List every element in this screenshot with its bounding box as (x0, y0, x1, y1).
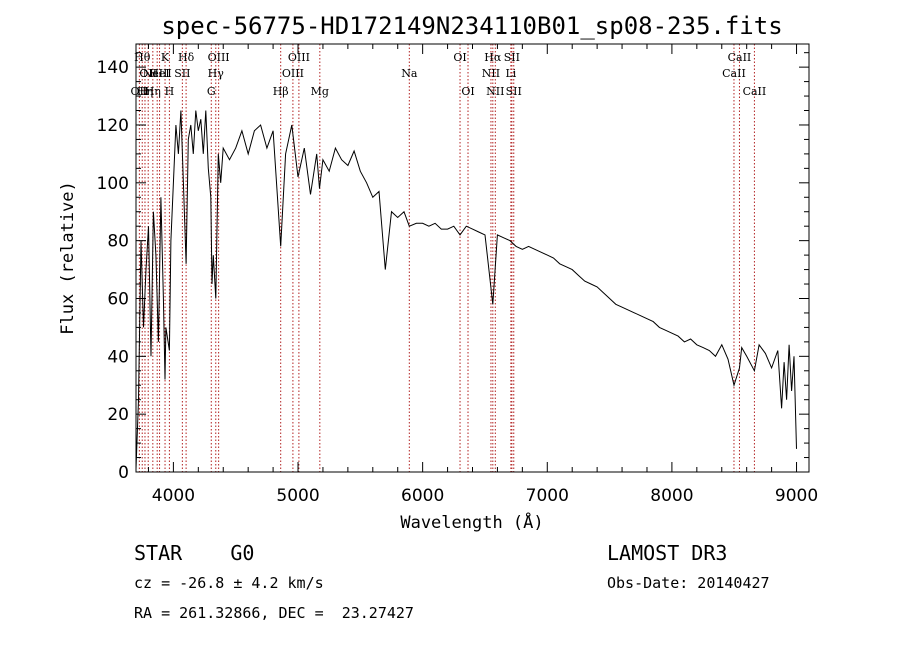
line-label-25: SII (504, 51, 520, 64)
line-label-18: Na (401, 67, 418, 80)
line-label-22: Hα (484, 51, 502, 64)
chart-title: spec-56775-HD172149N234110B01_sp08-235.f… (161, 12, 782, 40)
line-label-21: NII (482, 67, 500, 80)
line-label-26: SII (506, 85, 522, 98)
spectral-line-markers (138, 44, 755, 472)
line-label-23: NII (486, 85, 504, 98)
x-tick-label-0: 4000 (152, 486, 195, 506)
y-axis-ticks: 0 20 40 60 80 100 120 140 (97, 52, 809, 483)
plot-frame (135, 43, 810, 473)
line-label-12: Hγ (208, 67, 225, 80)
line-label-3: OII (139, 67, 157, 80)
line-label-27: CaII (722, 67, 746, 80)
line-label-14: Hβ (273, 85, 289, 98)
line-label-15: OIII (282, 67, 304, 80)
y-tick-label-4: 80 (107, 232, 129, 252)
line-label-24: Li (505, 67, 516, 80)
line-label-20: OI (461, 85, 474, 98)
y-tick-label-7: 140 (97, 58, 129, 78)
line-label-16: OIII (288, 51, 310, 64)
line-label-17: Mg (311, 85, 329, 98)
x-tick-label-2: 6000 (401, 486, 444, 506)
line-label-5: NeIII (143, 67, 172, 80)
observation-date: Obs-Date: 20140427 (607, 574, 770, 592)
y-tick-label-6: 120 (97, 116, 129, 136)
survey-name: LAMOST DR3 (607, 541, 727, 565)
coordinates: RA = 261.32866, DEC = 23.27427 (134, 604, 414, 622)
spectrum-line (135, 110, 797, 470)
line-label-0: OII (131, 85, 149, 98)
line-label-7: K (161, 51, 170, 64)
line-label-28: CaII (728, 51, 752, 64)
line-label-9: SII (174, 67, 190, 80)
x-axis-label: Wavelength (Å) (400, 511, 543, 533)
line-label-4: Hη (145, 85, 161, 98)
line-label-19: OI (453, 51, 466, 64)
y-tick-label-2: 40 (107, 347, 129, 367)
line-label-13: OIII (208, 51, 230, 64)
y-tick-label-3: 60 (107, 289, 129, 309)
line-label-10: Hδ (178, 51, 195, 64)
y-tick-label-1: 20 (107, 405, 129, 425)
y-tick-label-5: 100 (97, 174, 129, 194)
spectral-line-labels: OIIHθHηOIIHηNeIIIHeIKHSIIHδGHγOIIIHβOIII… (131, 51, 767, 98)
line-label-2: Hη (137, 85, 153, 98)
redshift-value: cz = -26.8 ± 4.2 km/s (134, 574, 324, 592)
y-tick-label-0: 0 (118, 463, 129, 483)
line-label-11: G (207, 85, 216, 98)
x-tick-label-5: 9000 (775, 486, 818, 506)
object-class: STAR G0 (134, 541, 254, 565)
x-tick-label-4: 8000 (650, 486, 693, 506)
line-label-8: H (165, 85, 175, 98)
x-tick-label-1: 5000 (276, 486, 319, 506)
line-label-1: Hθ (134, 51, 151, 64)
line-label-29: CaII (743, 85, 767, 98)
line-label-6: HeI (149, 67, 169, 80)
x-tick-label-3: 7000 (526, 486, 569, 506)
x-axis-ticks: 4000 5000 6000 7000 8000 9000 (147, 44, 818, 506)
y-axis-label: Flux (relative) (58, 181, 78, 335)
